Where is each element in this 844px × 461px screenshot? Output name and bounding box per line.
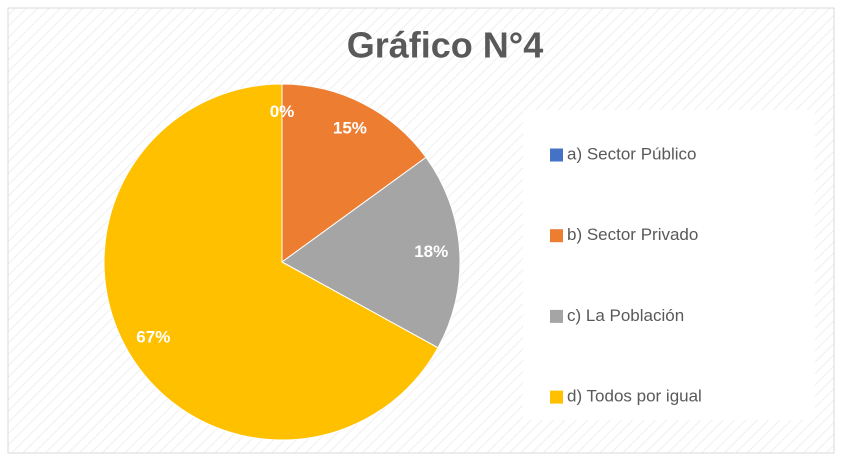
legend-label: c) La Población [567,306,684,325]
pie-slice [281,156,461,349]
legend-swatch [550,148,563,162]
pie-slice [281,83,427,263]
data-label: 0% [270,102,295,121]
legend-label: b) Sector Privado [567,225,698,244]
data-label: 18% [414,242,448,261]
legend-swatch [550,309,563,323]
legend-label: a) Sector Público [567,144,696,163]
data-label: 67% [136,328,170,347]
legend-label: d) Todos por igual [567,387,702,406]
pie-slice [103,83,439,441]
legend-swatch [550,229,563,243]
legend-box [523,110,815,420]
chart-title: Gráfico N°4 [347,25,543,66]
legend-swatch [550,390,563,404]
data-label: 15% [333,118,367,137]
